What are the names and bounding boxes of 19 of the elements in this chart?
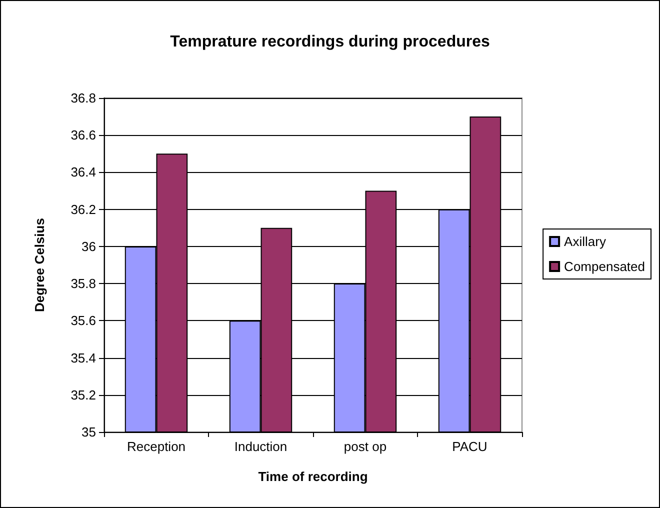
x-axis-title: Time of recording <box>258 469 368 484</box>
x-tick-label: Reception <box>126 439 186 454</box>
chart-title: Temprature recordings during procedures <box>170 34 490 50</box>
y-tick-label: 36.6 <box>70 128 96 143</box>
y-tick-label: 35 <box>82 424 96 440</box>
y-tick-label: 35.6 <box>70 313 96 328</box>
y-tick-label: 35.8 <box>70 276 96 292</box>
x-tick-label: post op <box>344 439 387 454</box>
y-tick-label: 36.4 <box>70 164 96 180</box>
y-tick-label: 36.8 <box>70 90 96 106</box>
legend-label: Compensated <box>564 259 646 274</box>
legend-label: Axillary <box>564 234 606 249</box>
x-tick-label: Induction <box>234 439 288 454</box>
y-tick-label: 35.2 <box>70 387 96 402</box>
y-tick-label: 36 <box>82 238 96 254</box>
x-tick-label: PACU <box>452 439 488 454</box>
y-axis-title: Degree Celsius <box>32 218 47 312</box>
y-tick-label: 36.2 <box>70 202 96 217</box>
y-tick-label: 35.4 <box>70 350 96 366</box>
